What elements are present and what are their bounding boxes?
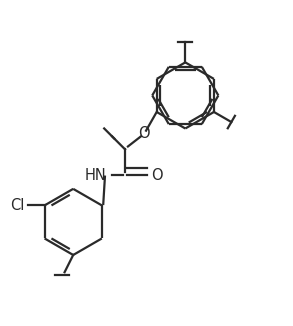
Text: O: O [138, 126, 149, 141]
Text: Cl: Cl [10, 198, 24, 213]
Text: HN: HN [85, 168, 106, 183]
Text: O: O [151, 168, 163, 183]
